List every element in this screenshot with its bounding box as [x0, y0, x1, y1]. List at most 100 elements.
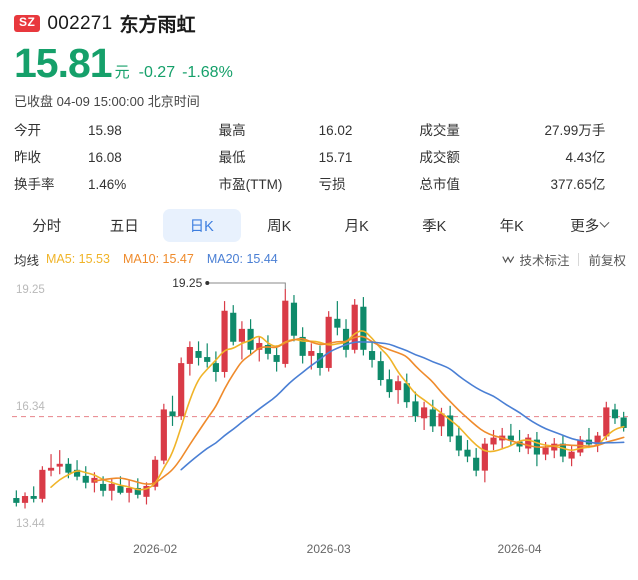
candle-body [282, 300, 289, 364]
tools-divider [578, 252, 580, 266]
tab-更多[interactable]: 更多 [551, 209, 629, 242]
candlestick-chart[interactable]: 19.25 16.34 13.44 19.25 2026-02 2026-03 2026-0… [0, 271, 638, 571]
candle-body [47, 467, 55, 471]
candle-body [308, 351, 315, 356]
candle-body [525, 437, 532, 449]
candle-body [186, 346, 193, 364]
candle-body [256, 342, 263, 350]
candle-body [143, 485, 150, 497]
ma-legend-items: MA5: 15.53 MA10: 15.47 MA20: 15.44 [46, 252, 291, 266]
stock-title-row: SZ 002271 东方雨虹 [14, 10, 638, 37]
quote-cell: 昨收 16.08 [14, 146, 217, 166]
quote-value: 亏损 [318, 177, 346, 192]
candle-body [490, 437, 497, 445]
quote-label: 成交量 [419, 123, 460, 138]
tab-label: 季K [422, 218, 447, 235]
candle-body [438, 413, 445, 427]
ma-legend-item: MA20: 15.44 [206, 252, 278, 266]
period-tabs: 分时 五日 日K 周K 月K 季K 年K 更多 [0, 205, 638, 245]
peak-marker-dot [205, 281, 210, 285]
quote-label: 昨收 [14, 150, 41, 165]
tab-年K[interactable]: 年K [473, 209, 551, 242]
ma-line-MA20 [180, 341, 625, 471]
stock-name: 东方雨虹 [119, 15, 196, 36]
tab-日K[interactable]: 日K [163, 208, 241, 242]
candle-body [264, 344, 272, 354]
candle-body [290, 302, 298, 336]
x-axis-tick-label: 2026-04 [498, 542, 542, 556]
market-badge: SZ [14, 15, 41, 32]
chevron-down-icon [599, 217, 610, 228]
current-price: 15.81 [14, 40, 113, 86]
candle-body [39, 469, 46, 499]
tab-label: 年K [499, 218, 524, 235]
candle-body [134, 487, 141, 495]
ma-legend-item: MA10: 15.47 [122, 252, 194, 266]
candle-body [377, 361, 384, 381]
quote-label: 最高 [218, 123, 246, 138]
candle-body [238, 328, 246, 342]
quote-label: 换手率 [14, 177, 55, 192]
candle-body [412, 401, 419, 417]
x-axis-tick-label: 2026-03 [307, 542, 351, 556]
quote-cell: 成交量 27.99万手 [419, 119, 622, 139]
tech-annotation-button[interactable]: 技术标注 [502, 250, 569, 269]
wave-icon [502, 255, 515, 263]
quote-cell: 成交额 4.43亿 [419, 146, 622, 166]
quote-label: 最低 [218, 150, 246, 165]
candle-body [221, 310, 228, 372]
candle-body [65, 463, 72, 473]
tab-label: 日K [189, 218, 214, 235]
tab-周K[interactable]: 周K [241, 209, 319, 242]
y-axis-tick-label: 19.25 [16, 284, 45, 296]
quote-cell: 换手率 1.46% [14, 173, 217, 193]
tab-五日[interactable]: 五日 [86, 209, 164, 242]
candle-body [178, 363, 185, 417]
tab-月K[interactable]: 月K [318, 209, 396, 242]
quote-cell: 最高 16.02 [217, 119, 420, 139]
quote-cell: 最低 15.71 [217, 146, 420, 166]
ma-legend-row: 均线 MA5: 15.53 MA10: 15.47 MA20: 15.44 技术标注… [0, 245, 638, 269]
tab-label: 周K [267, 218, 292, 235]
candle-body [368, 351, 376, 360]
stock-code: 002271 [47, 12, 113, 34]
price-change: -0.27 [138, 64, 176, 81]
candle-body [82, 475, 89, 483]
candle-body [386, 379, 393, 393]
candle-body [13, 498, 20, 503]
tab-分时[interactable]: 分时 [8, 209, 86, 242]
tech-annotation-label: 技术标注 [519, 253, 570, 268]
tab-季K[interactable]: 季K [396, 209, 474, 242]
quote-value: 4.43亿 [565, 150, 606, 165]
candle-body [620, 417, 627, 428]
peak-leader-line [207, 282, 286, 289]
quote-value: 377.65亿 [550, 177, 606, 192]
candle-body [568, 451, 575, 459]
ma-line-MA5 [50, 330, 625, 491]
candle-body [429, 409, 436, 427]
candle-body [21, 496, 29, 503]
quote-value: 16.08 [88, 150, 122, 165]
candle-body [152, 459, 159, 487]
tab-label: 更多 [570, 218, 600, 235]
candle-body [160, 409, 167, 461]
candle-body [394, 381, 402, 391]
candle-body [212, 363, 219, 372]
candle-body [334, 318, 341, 328]
adjust-mode-button[interactable]: 前复权 [588, 253, 626, 268]
tab-label: 分时 [32, 218, 62, 235]
quote-value: 15.98 [88, 123, 122, 138]
quote-label: 市盈(TTM) [218, 177, 283, 192]
chart-svg: 19.25 16.34 13.44 19.25 2026-02 2026-03 2026-0… [12, 276, 628, 556]
candle-body [447, 415, 454, 437]
stock-header: SZ 002271 东方雨虹 15.81 元 -0.27 -1.68% 已收盘 … [0, 0, 638, 110]
candle-body [30, 496, 37, 499]
price-change-percent: -1.68% [182, 64, 233, 81]
quote-value: 1.46% [88, 177, 127, 192]
candle-body [169, 411, 176, 417]
chart-tools: 技术标注 前复权 [502, 250, 626, 269]
quote-label: 成交额 [419, 150, 460, 165]
candle-body [126, 487, 133, 493]
tab-label: 五日 [109, 218, 139, 235]
